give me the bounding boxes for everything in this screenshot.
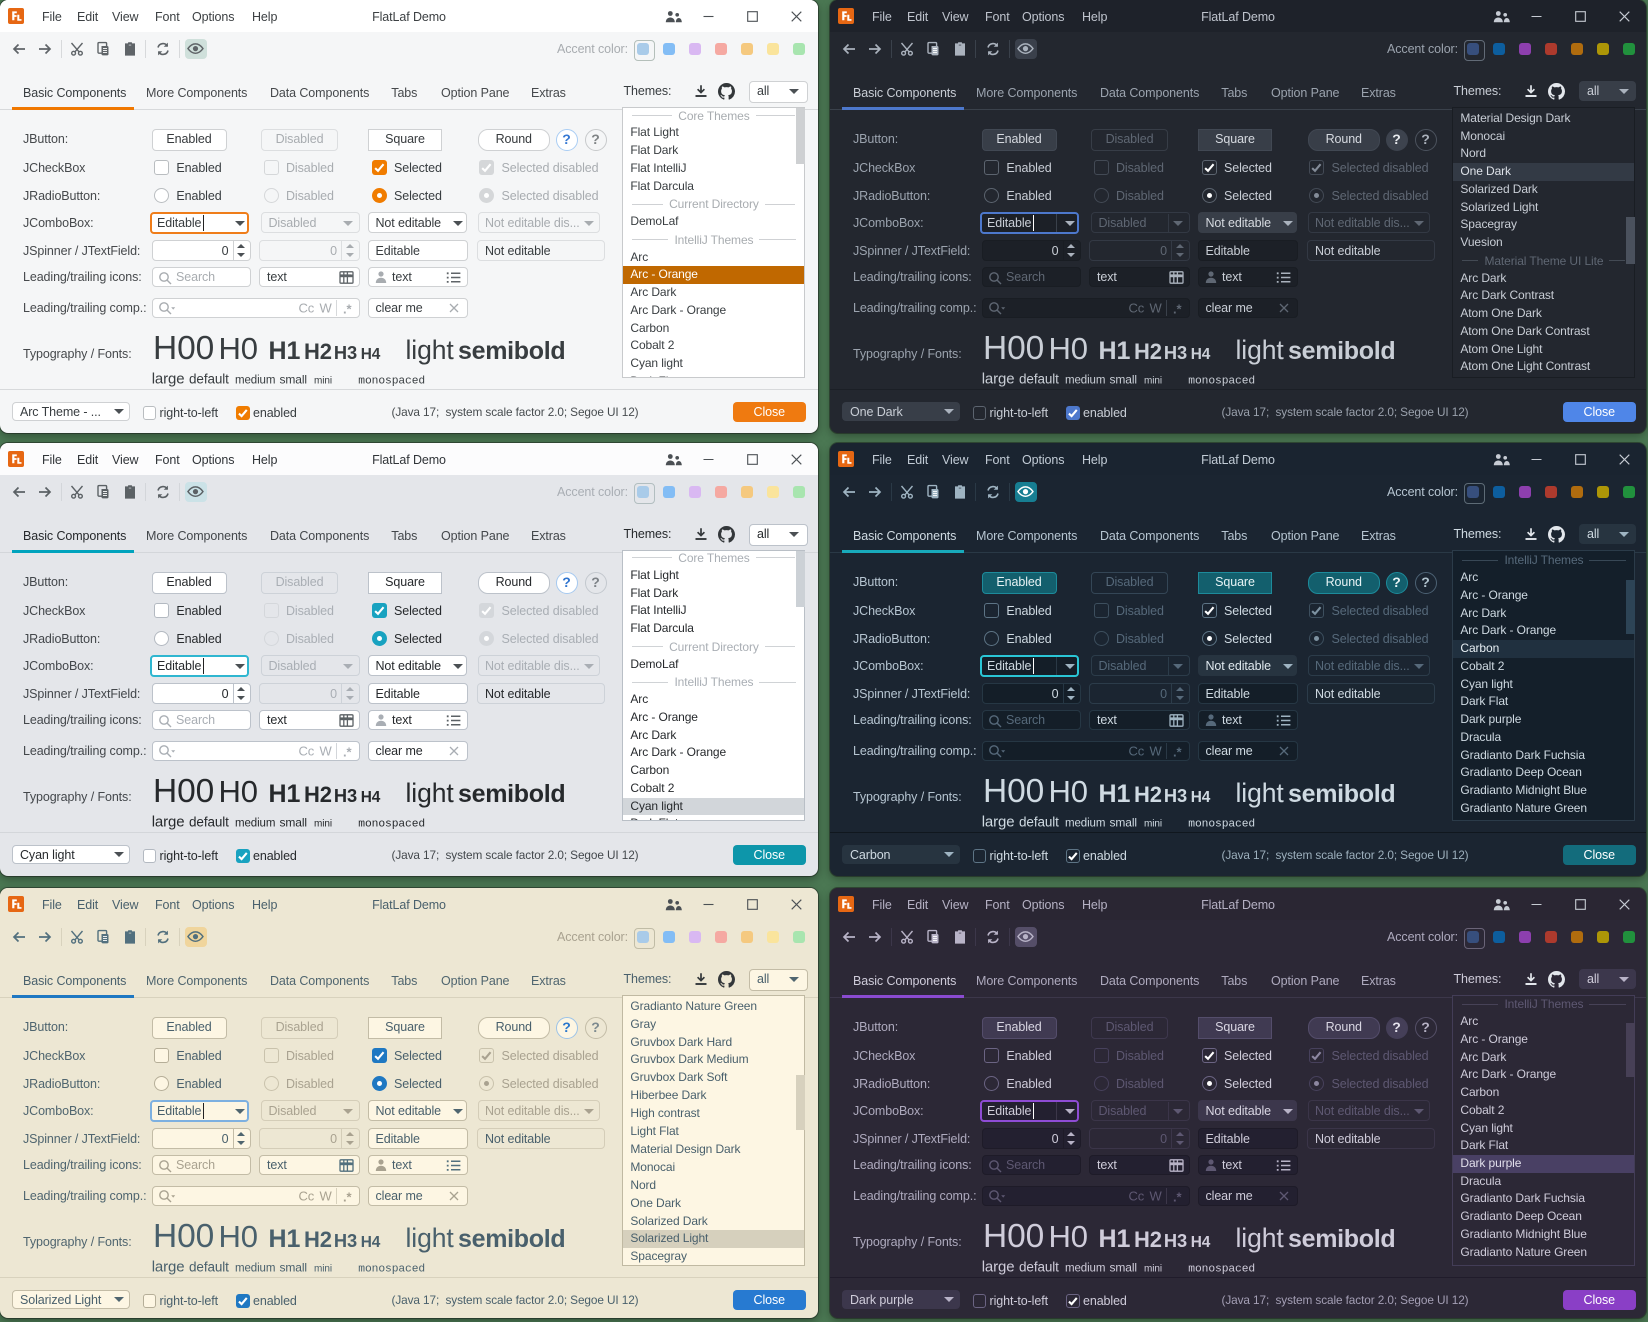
svg-text:semibold: semibold [1288,1225,1395,1253]
svg-text:default: default [1019,372,1059,387]
svg-text:H1: H1 [1099,337,1131,365]
svg-text:light: light [1236,335,1285,365]
svg-text:H2: H2 [304,1227,332,1252]
svg-text:mini: mini [1144,1264,1162,1275]
svg-text:H00: H00 [153,330,214,367]
svg-text:small: small [280,816,308,830]
svg-text:H4: H4 [361,346,381,363]
svg-text:H1: H1 [269,337,301,365]
svg-text:H0: H0 [219,774,258,809]
svg-text:default: default [189,815,229,830]
svg-text:H0: H0 [1049,774,1088,809]
svg-text:small: small [1110,373,1138,387]
svg-text:small: small [1110,1261,1138,1275]
svg-text:mini: mini [314,819,332,830]
svg-text:large: large [982,814,1015,831]
svg-text:large: large [152,814,185,831]
svg-text:H2: H2 [1134,339,1162,364]
svg-text:H0: H0 [219,331,258,366]
svg-text:H00: H00 [983,330,1044,367]
svg-text:default: default [189,372,229,387]
svg-text:H2: H2 [304,339,332,364]
svg-text:H1: H1 [1099,780,1131,808]
svg-text:H2: H2 [304,782,332,807]
svg-text:H1: H1 [1099,1225,1131,1253]
svg-text:H4: H4 [361,789,381,806]
svg-text:medium: medium [235,375,275,387]
svg-text:default: default [1019,815,1059,830]
svg-text:H00: H00 [153,1218,214,1255]
svg-text:small: small [1110,816,1138,830]
svg-text:H4: H4 [361,1234,381,1251]
svg-text:large: large [152,1259,185,1276]
svg-text:monospaced: monospaced [1188,376,1255,388]
svg-text:monospaced: monospaced [1188,1264,1255,1276]
svg-text:small: small [280,1261,308,1275]
svg-text:monospaced: monospaced [358,1264,425,1276]
svg-text:H3: H3 [334,785,357,806]
svg-text:light: light [406,335,455,365]
svg-text:H0: H0 [219,1219,258,1254]
svg-text:mini: mini [1144,819,1162,830]
svg-text:H1: H1 [269,1225,301,1253]
svg-text:large: large [982,1259,1015,1276]
svg-text:light: light [406,1223,455,1253]
svg-text:large: large [152,371,185,388]
svg-text:light: light [406,778,455,808]
svg-text:light: light [1236,1223,1285,1253]
svg-text:semibold: semibold [458,780,565,808]
svg-text:H4: H4 [1191,346,1211,363]
svg-text:semibold: semibold [1288,337,1395,365]
svg-text:medium: medium [1065,375,1105,387]
svg-text:default: default [189,1260,229,1275]
svg-text:H3: H3 [1164,1230,1187,1251]
svg-text:H00: H00 [983,773,1044,810]
svg-text:mini: mini [314,1264,332,1275]
svg-text:semibold: semibold [1288,780,1395,808]
svg-text:medium: medium [1065,1263,1105,1275]
svg-text:default: default [1019,1260,1059,1275]
svg-text:H3: H3 [334,342,357,363]
svg-text:mini: mini [1144,376,1162,387]
svg-text:monospaced: monospaced [358,376,425,388]
svg-text:mini: mini [314,376,332,387]
svg-text:large: large [982,371,1015,388]
svg-text:H3: H3 [334,1230,357,1251]
svg-text:monospaced: monospaced [358,819,425,831]
svg-text:H4: H4 [1191,1234,1211,1251]
svg-text:H3: H3 [1164,785,1187,806]
svg-text:H1: H1 [269,780,301,808]
svg-text:light: light [1236,778,1285,808]
svg-text:H0: H0 [1049,331,1088,366]
svg-text:H2: H2 [1134,782,1162,807]
svg-text:medium: medium [1065,818,1105,830]
svg-text:H00: H00 [983,1218,1044,1255]
svg-text:H4: H4 [1191,789,1211,806]
svg-text:H00: H00 [153,773,214,810]
svg-text:medium: medium [235,1263,275,1275]
svg-text:small: small [280,373,308,387]
svg-text:H3: H3 [1164,342,1187,363]
svg-text:semibold: semibold [458,1225,565,1253]
svg-text:H2: H2 [1134,1227,1162,1252]
svg-text:H0: H0 [1049,1219,1088,1254]
svg-text:medium: medium [235,818,275,830]
svg-text:semibold: semibold [458,337,565,365]
svg-text:monospaced: monospaced [1188,819,1255,831]
